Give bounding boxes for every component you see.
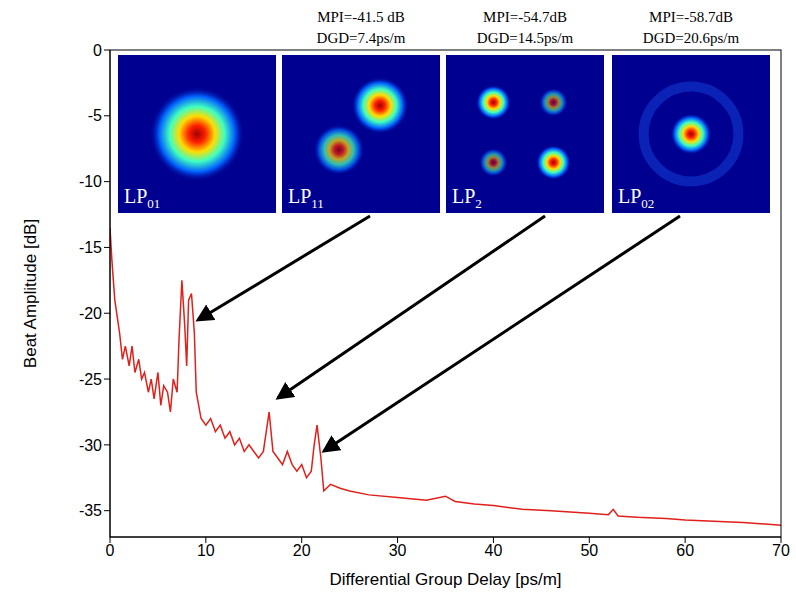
svg-text:MPI=-58.7dB: MPI=-58.7dB <box>649 9 733 25</box>
svg-text:-20: -20 <box>79 305 102 322</box>
svg-text:70: 70 <box>772 542 790 559</box>
svg-text:-30: -30 <box>79 437 102 454</box>
svg-text:-10: -10 <box>79 173 102 190</box>
svg-text:0: 0 <box>93 42 102 59</box>
svg-text:60: 60 <box>676 542 694 559</box>
svg-text:50: 50 <box>580 542 598 559</box>
svg-text:DGD=20.6ps/m: DGD=20.6ps/m <box>643 30 740 46</box>
svg-text:MPI=-41.5 dB: MPI=-41.5 dB <box>317 9 405 25</box>
svg-text:DGD=14.5ps/m: DGD=14.5ps/m <box>477 30 574 46</box>
svg-text:Differential Group Delay [ps/m: Differential Group Delay [ps/m] <box>329 570 561 589</box>
svg-text:-5: -5 <box>88 107 102 124</box>
svg-text:-15: -15 <box>79 239 102 256</box>
svg-text:-25: -25 <box>79 371 102 388</box>
svg-text:DGD=7.4ps/m: DGD=7.4ps/m <box>317 30 406 46</box>
svg-text:30: 30 <box>389 542 407 559</box>
svg-text:Beat Amplitude [dB]: Beat Amplitude [dB] <box>21 219 40 368</box>
svg-text:LP02: LP02 <box>618 185 654 211</box>
svg-text:20: 20 <box>293 542 311 559</box>
svg-text:0: 0 <box>106 542 115 559</box>
svg-text:-35: -35 <box>79 502 102 519</box>
svg-text:40: 40 <box>485 542 503 559</box>
svg-text:LP2: LP2 <box>452 185 482 211</box>
svg-text:10: 10 <box>197 542 215 559</box>
svg-text:LP01: LP01 <box>124 185 160 211</box>
svg-text:LP11: LP11 <box>288 185 324 211</box>
svg-text:MPI=-54.7dB: MPI=-54.7dB <box>483 9 567 25</box>
